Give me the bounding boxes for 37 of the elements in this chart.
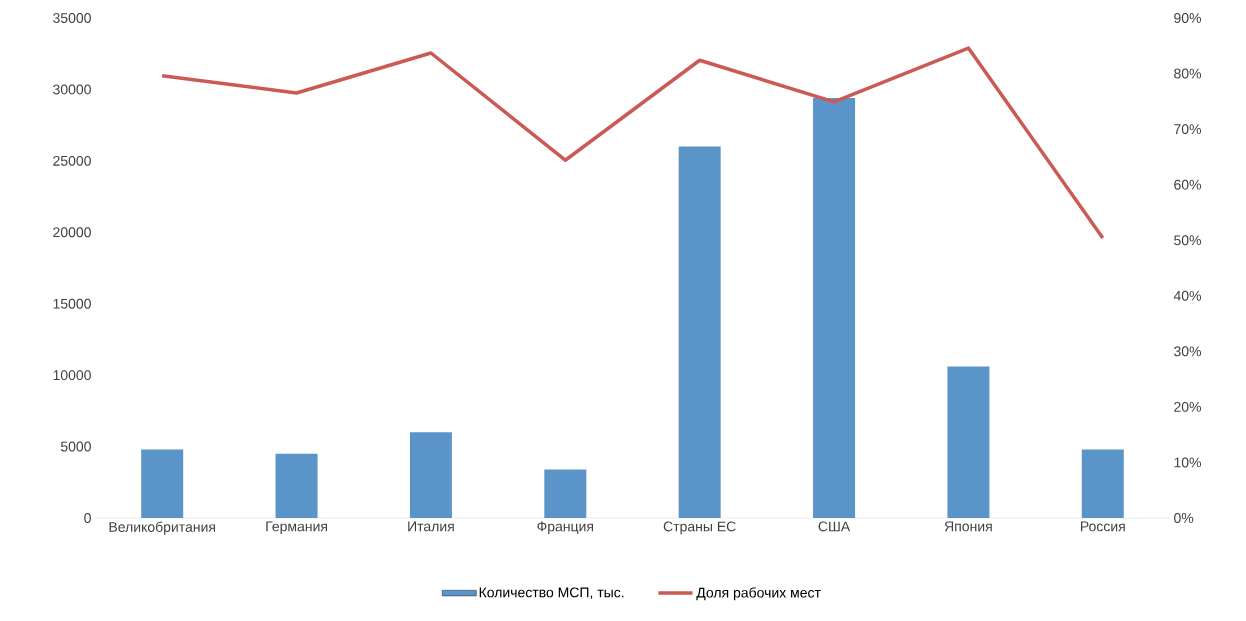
y2-tick-label: 60%: [1174, 179, 1202, 190]
y2-tick-label: 50%: [1174, 235, 1202, 246]
bar: [1081, 449, 1124, 518]
bar: [947, 366, 990, 518]
x-tick-label: США: [818, 521, 851, 532]
bar: [275, 453, 318, 518]
bar: [678, 146, 721, 518]
bar: [813, 98, 856, 518]
legend-label: Доля рабочих мест: [696, 587, 821, 601]
x-tick-label: Страны ЕС: [663, 521, 736, 535]
x-tick-label: Япония: [944, 521, 992, 532]
y-tick-label: 35000: [53, 13, 91, 23]
y-tick-label: 5000: [60, 441, 91, 452]
y-tick-label: 0: [84, 513, 91, 523]
y-tick-label: 20000: [53, 227, 91, 238]
bar: [141, 449, 184, 518]
y2-tick-label: 40%: [1173, 290, 1202, 301]
y2-tick-label: 10%: [1174, 457, 1202, 468]
y-tick-label: 30000: [53, 84, 91, 95]
bar: [544, 469, 587, 518]
bar: [409, 432, 452, 518]
y2-tick-label: 80%: [1174, 68, 1202, 79]
x-tick-label: Великобритания: [109, 521, 215, 535]
x-tick-label: Россия: [1080, 521, 1125, 532]
y-tick-label: 10000: [53, 370, 91, 381]
x-tick-label: Франция: [537, 521, 594, 535]
y2-tick-label: 20%: [1174, 401, 1202, 412]
y2-tick-label: 90%: [1174, 13, 1202, 23]
y2-tick-label: 70%: [1174, 124, 1202, 135]
y-tick-label: 15000: [53, 298, 91, 309]
y-tick-label: 25000: [53, 155, 91, 166]
y2-tick-label: 0%: [1174, 513, 1194, 523]
y2-tick-label: 30%: [1174, 346, 1202, 357]
line-series: [160, 46, 1105, 240]
x-tick-label: Италия: [408, 521, 454, 532]
legend-label: Количество МСП, тыс.: [479, 587, 624, 600]
x-tick-label: Германия: [266, 521, 327, 535]
